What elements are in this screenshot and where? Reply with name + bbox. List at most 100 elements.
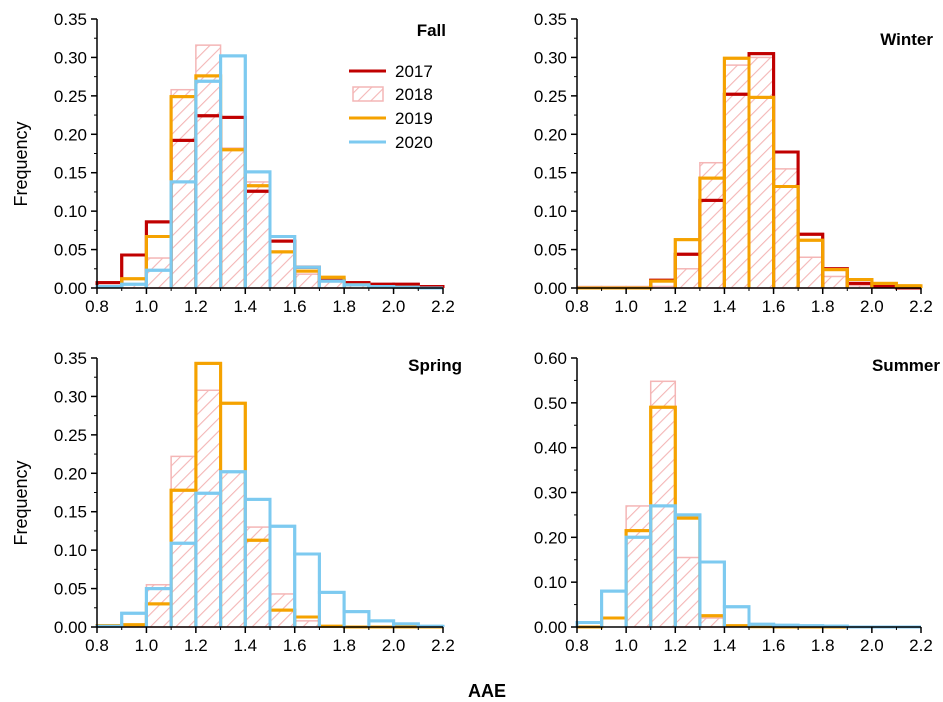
x-tick-label: 1.6: [762, 297, 786, 316]
y-tick-label: 0.35: [54, 349, 87, 368]
panel-spring: 0.00 0.05 0.10 0.15 0.20 0.25 0.30 0.35 0.8 1.0 1.…: [54, 349, 462, 655]
y-tick-label: 0.05: [54, 580, 87, 599]
bar-2018-5: [699, 617, 726, 628]
x-tick-label: 1.0: [135, 636, 159, 655]
y-tick-label: 0.05: [534, 241, 567, 260]
legend-label-2020: 2020: [395, 133, 433, 152]
bar-2018-6: [244, 526, 271, 628]
panel-summer: 0.00 0.10 0.20 0.30 0.40 0.50 0.60 0.8 1.0 1.2 1.4…: [534, 349, 940, 655]
y-tick-label: 0.30: [534, 48, 567, 67]
bar-2018-2: [625, 505, 652, 628]
bar-2018-5: [219, 470, 247, 628]
panel-fall: 0.00 0.05 0.10 0.15 0.20 0.25 0.30 0.35 0.8 1.0 1.…: [54, 10, 455, 316]
y-tick-label: 0.20: [54, 464, 87, 483]
x-tick-label: 1.6: [283, 297, 307, 316]
legend-label-2019: 2019: [395, 109, 433, 128]
bar-2018-5: [699, 161, 726, 289]
y-tick-label: 0.10: [54, 202, 87, 221]
y-tick-label: 0.15: [54, 503, 87, 522]
bar-2020-5: [698, 560, 726, 627]
y-tick-label: 0.15: [534, 164, 567, 183]
bar-2019-9: [796, 238, 825, 288]
legend-label-2018: 2018: [395, 85, 433, 104]
bar-2018-4: [195, 389, 222, 628]
legend-label-2017: 2017: [395, 62, 433, 81]
bar-2018-8: [293, 620, 321, 628]
y-tick-label: 0.00: [534, 279, 567, 298]
bar-2018-7: [748, 56, 775, 289]
y-tick-label: 0.35: [534, 10, 567, 29]
x-tick-label: 1.6: [762, 636, 786, 655]
y-axis-label-top: Frequency: [11, 121, 31, 206]
x-tick-label: 1.2: [663, 297, 687, 316]
bar-2019-1: [600, 616, 628, 627]
y-tick-label: 0.00: [54, 279, 87, 298]
bar-2020-8: [293, 265, 321, 288]
y-axis-label-bottom: Frequency: [11, 460, 31, 545]
bar-2020-6: [243, 170, 272, 288]
bar-2018-4: [674, 556, 701, 628]
x-tick-label: 1.2: [184, 636, 208, 655]
y-tick-label: 0.10: [534, 573, 567, 592]
bar-2018-2: [145, 583, 172, 628]
bar-2020-7: [268, 235, 297, 288]
x-tick-label: 2.0: [860, 297, 884, 316]
bar-2018-3: [170, 455, 197, 628]
y-tick-label: 0.00: [534, 618, 567, 637]
y-tick-label: 0.00: [54, 618, 87, 637]
bar-2018-7: [269, 250, 296, 289]
bar-2018-9: [318, 281, 345, 289]
x-tick-label: 1.8: [811, 636, 835, 655]
legend: 2017 2018 2019 2020: [349, 62, 433, 152]
x-tick-label: 1.0: [614, 636, 638, 655]
panel-title: Winter: [880, 30, 933, 49]
x-tick-label: 0.8: [85, 297, 109, 316]
bar-2018-2: [145, 257, 172, 289]
y-tick-label: 0.30: [534, 484, 567, 503]
panel-winter: 0.00 0.05 0.10 0.15 0.20 0.25 0.30 0.35 0.8 1.0 1.…: [534, 10, 933, 316]
x-tick-label: 2.2: [431, 297, 455, 316]
panel-title: Fall: [417, 21, 446, 40]
y-tick-label: 0.40: [534, 439, 567, 458]
y-tick-label: 0.25: [54, 87, 87, 106]
x-tick-label: 2.0: [382, 636, 406, 655]
y-tick-label: 0.10: [534, 202, 567, 221]
bar-2020-9: [317, 590, 346, 627]
x-tick-label: 1.4: [713, 297, 737, 316]
bar-2020-8: [293, 552, 321, 627]
y-tick-label: 0.30: [54, 48, 87, 67]
y-tick-label: 0.25: [54, 426, 87, 445]
x-tick-label: 1.0: [135, 297, 159, 316]
bar-2018-10: [821, 275, 849, 289]
y-tick-label: 0.15: [54, 164, 87, 183]
x-tick-label: 0.8: [565, 636, 589, 655]
x-tick-label: 1.8: [332, 297, 356, 316]
x-tick-label: 1.8: [332, 636, 356, 655]
x-tick-label: 2.0: [860, 636, 884, 655]
panel-title: Summer: [872, 356, 940, 375]
bar-2018-6: [244, 181, 271, 289]
y-tick-label: 0.20: [534, 125, 567, 144]
x-tick-label: 2.0: [382, 297, 406, 316]
y-tick-label: 0.50: [534, 394, 567, 413]
x-tick-label: 1.4: [233, 636, 257, 655]
bar-2018-4: [674, 268, 701, 289]
x-tick-label: 1.6: [283, 636, 307, 655]
bar-2019-13: [894, 284, 923, 288]
legend-swatch-2018: [352, 86, 384, 102]
x-tick-label: 1.0: [614, 297, 638, 316]
y-tick-label: 0.60: [534, 349, 567, 368]
x-tick-label: 1.4: [713, 636, 737, 655]
y-tick-label: 0.10: [54, 541, 87, 560]
y-tick-label: 0.25: [534, 87, 567, 106]
x-axis-label: AAE: [468, 681, 506, 701]
x-tick-label: 2.2: [909, 636, 933, 655]
bar-2020-1: [600, 589, 628, 627]
bar-2019-8: [772, 185, 800, 288]
bar-2018-9: [797, 256, 824, 289]
x-tick-label: 1.2: [184, 297, 208, 316]
bar-2018-5: [219, 147, 247, 289]
y-tick-label: 0.30: [54, 387, 87, 406]
bar-2020-6: [722, 605, 751, 627]
